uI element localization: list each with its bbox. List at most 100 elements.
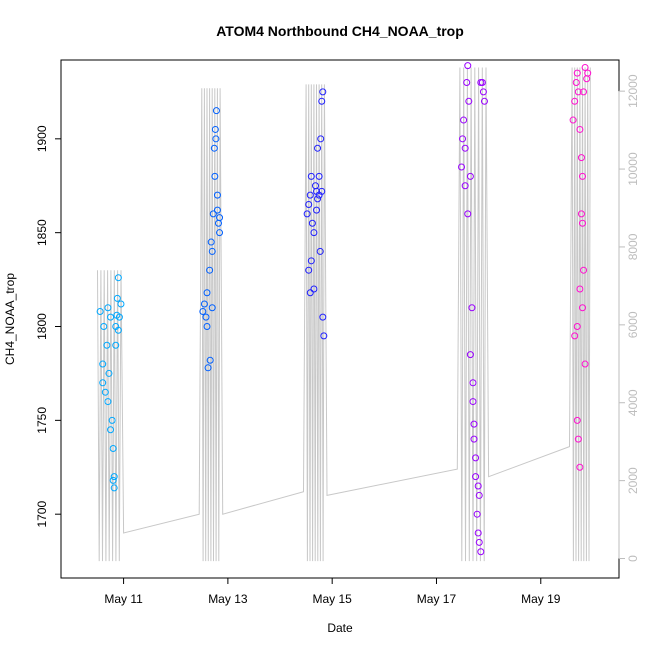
data-point	[576, 463, 584, 471]
data-point	[213, 191, 221, 199]
data-point	[314, 195, 322, 203]
data-point	[459, 135, 467, 143]
data-point	[469, 398, 477, 406]
chart-title: ATOM4 Northbound CH4_NOAA_trop	[216, 23, 464, 39]
data-point	[206, 356, 214, 364]
data-point	[461, 144, 469, 152]
data-point	[303, 210, 311, 218]
data-point	[213, 206, 221, 214]
data-point	[313, 206, 321, 214]
data-point	[209, 210, 217, 218]
data-point	[465, 97, 473, 105]
data-point	[103, 341, 111, 349]
x-tick-label: May 13	[208, 592, 248, 606]
data-point	[211, 172, 219, 180]
data-point	[109, 445, 117, 452]
data-point	[470, 420, 478, 428]
data-point	[317, 135, 325, 143]
data-point	[584, 69, 592, 77]
data-point	[480, 97, 488, 105]
plot-box	[60, 59, 620, 579]
data-point	[569, 116, 577, 124]
data-point	[310, 285, 318, 293]
x-tick-label: May 15	[312, 592, 352, 606]
data-point	[580, 88, 588, 96]
data-point	[580, 266, 588, 274]
data-point	[305, 201, 313, 209]
data-point	[574, 435, 582, 443]
data-point	[107, 313, 115, 321]
data-point	[460, 116, 468, 124]
data-point	[117, 300, 125, 308]
data-point	[203, 289, 211, 297]
y2-tick-label: 4000	[626, 389, 640, 416]
data-point	[208, 247, 216, 255]
data-point	[581, 64, 589, 72]
data-point	[573, 323, 581, 331]
data-point	[307, 172, 315, 180]
data-point	[112, 341, 120, 349]
data-point	[577, 154, 585, 162]
data-point	[581, 360, 589, 368]
data-point	[314, 144, 322, 152]
data-point	[319, 88, 327, 96]
data-point	[475, 538, 483, 546]
data-point	[576, 285, 584, 293]
y-tick-label: 1900	[35, 125, 49, 152]
data-point	[114, 326, 122, 334]
altitude-line-layer	[97, 67, 591, 562]
x-tick-label: May 11	[104, 592, 143, 606]
data-point	[577, 210, 585, 218]
data-point	[200, 300, 208, 308]
data-point	[464, 62, 472, 70]
data-point	[571, 97, 579, 105]
data-point	[307, 257, 315, 265]
data-point	[216, 229, 224, 237]
data-point	[99, 379, 107, 387]
data-point	[105, 369, 113, 377]
y-tick-label: 1800	[35, 313, 49, 340]
data-point	[108, 416, 116, 424]
data-point	[308, 219, 316, 227]
data-point	[574, 88, 582, 96]
x-axis: May 11 May 13 May 15 May 17 May 19	[104, 577, 561, 606]
x-tick-label: May 19	[521, 592, 561, 606]
data-point	[463, 79, 471, 87]
data-point	[464, 210, 472, 218]
data-point	[318, 187, 326, 195]
y2-tick-label: 6000	[626, 311, 640, 338]
y2-tick-label: 2000	[626, 467, 640, 494]
x-tick-label: May 17	[417, 592, 457, 606]
data-point	[470, 435, 478, 443]
data-point	[216, 214, 224, 222]
data-point	[210, 144, 218, 152]
data-point	[319, 313, 327, 321]
data-point	[208, 304, 216, 312]
data-point	[113, 294, 121, 302]
data-point	[110, 484, 118, 492]
data-point	[469, 379, 477, 387]
data-point	[318, 97, 326, 105]
data-point	[479, 88, 487, 96]
data-point	[316, 247, 324, 255]
data-point	[101, 388, 109, 396]
data-point	[203, 323, 211, 331]
y-tick-label: 1700	[35, 501, 49, 528]
data-point	[573, 69, 581, 77]
y2-tick-label: 10000	[626, 152, 640, 186]
y2-tick-label: 12000	[626, 74, 640, 108]
y2-tick-label: 8000	[626, 233, 640, 260]
data-point	[104, 304, 112, 312]
data-point	[212, 107, 220, 115]
data-point	[578, 172, 586, 180]
data-point	[571, 332, 579, 340]
data-point	[478, 79, 486, 87]
altitude-line	[97, 67, 591, 562]
data-point	[211, 125, 219, 133]
data-point	[473, 510, 481, 518]
data-point	[212, 135, 220, 143]
data-point	[206, 266, 214, 274]
data-point	[104, 398, 112, 406]
data-point	[576, 125, 584, 133]
data-point	[466, 172, 474, 180]
